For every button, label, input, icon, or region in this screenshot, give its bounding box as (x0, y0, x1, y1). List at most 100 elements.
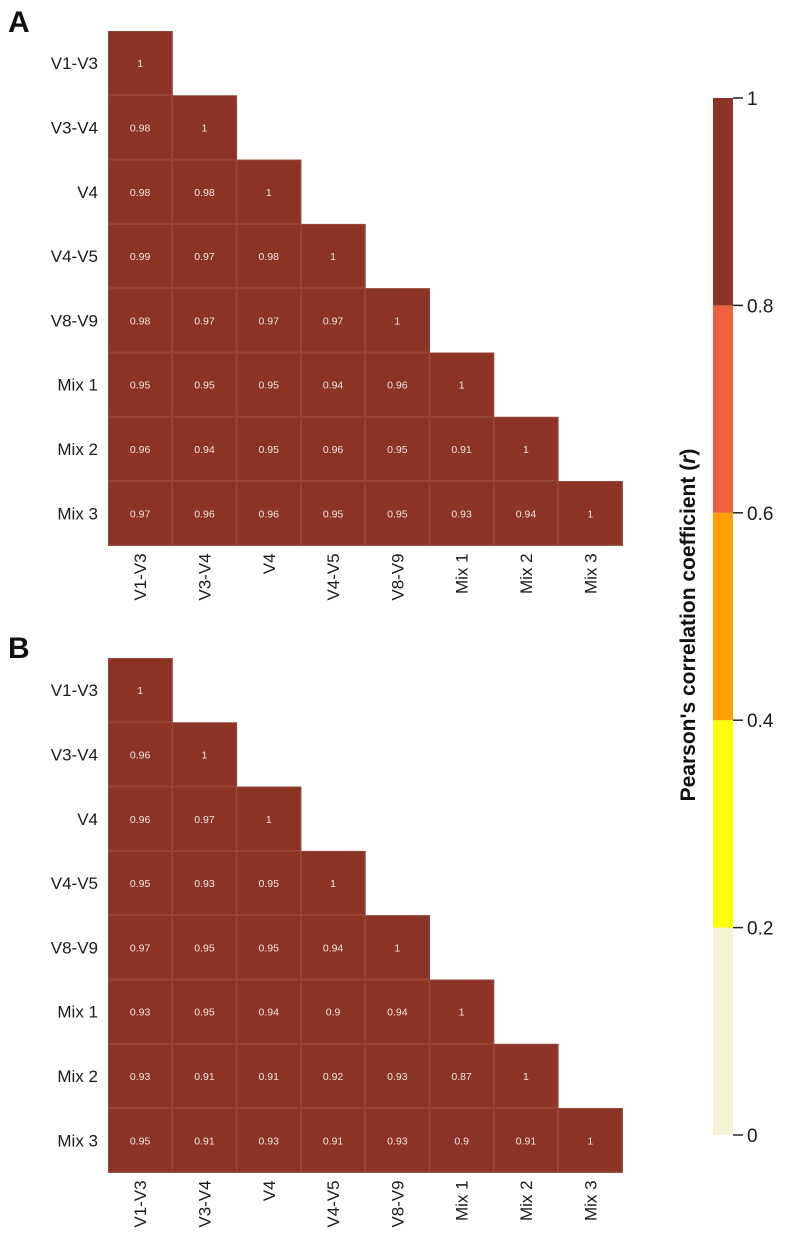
cell-border (236, 915, 301, 980)
heatmap-cell (172, 159, 238, 225)
cell-value: 0.95 (130, 1135, 151, 1147)
cell-border (236, 851, 301, 916)
cell-border (493, 1108, 558, 1173)
cell-value: 0.96 (194, 508, 215, 520)
heatmap-a: V1-V3 V3-V4 V4 V4-V5 V8-V9 Mix 1 Mix 2 Mix 3 1 0.… (51, 31, 623, 601)
cell-value: 1 (394, 942, 400, 954)
cell-border (236, 1043, 301, 1109)
colorbar-tick-label: 1 (747, 89, 758, 110)
colorbar-tick-label: 0.6 (747, 504, 773, 525)
cell-value: 1 (266, 814, 272, 826)
heatmap-cell (493, 416, 559, 482)
heatmap-cell (108, 288, 173, 353)
row-label: V4 (77, 810, 98, 829)
heatmap-cell (429, 1108, 495, 1173)
cell-border (365, 1043, 430, 1109)
cell-value: 0.93 (387, 1135, 408, 1147)
cell-border (108, 979, 173, 1044)
cell-border (108, 722, 173, 787)
cell-border (429, 481, 494, 546)
cell-border (365, 352, 430, 417)
cell-border (300, 416, 366, 481)
cell-value: 1 (137, 685, 143, 697)
cell-value: 0.97 (194, 814, 215, 826)
cell-border (365, 481, 430, 546)
cell-value: 1 (202, 749, 208, 761)
cell-value: 0.95 (130, 380, 151, 392)
cell-value: 1 (587, 1135, 593, 1147)
heatmap-cell (172, 288, 238, 353)
cell-border (172, 1108, 237, 1173)
cell-border (300, 979, 366, 1044)
cell-value: 1 (459, 380, 465, 392)
column-label: V8-V9 (388, 1180, 407, 1227)
row-label: Mix 3 (57, 504, 98, 523)
heatmap-cell (172, 95, 238, 161)
cell-value: 0.98 (259, 251, 280, 263)
heatmap-cell (300, 481, 366, 546)
column-label: V4-V5 (324, 1180, 343, 1227)
cell-value: 1 (587, 508, 593, 520)
row-label: V3-V4 (51, 118, 98, 137)
column-label: V3-V4 (195, 1180, 214, 1227)
heatmap-cell (236, 481, 302, 546)
heatmap-cell (108, 416, 173, 482)
heatmap-cell (172, 786, 238, 852)
colorbar-tick-label: 0.8 (747, 296, 773, 317)
heatmap-b: V1-V3 V3-V4 V4 V4-V5 V8-V9 Mix 1 Mix 2 Mix 3 1 0.… (51, 658, 623, 1228)
heatmap-cell (172, 1108, 238, 1173)
cell-value: 0.95 (194, 1007, 215, 1019)
heatmap-cell (236, 223, 302, 289)
cell-border (558, 1108, 623, 1173)
heatmap-cell (300, 915, 366, 980)
heatmap-cell (108, 223, 173, 289)
cell-border (108, 159, 173, 224)
cell-value: 1 (330, 251, 336, 263)
heatmap-cell (236, 786, 302, 852)
heatmap-cell (108, 915, 173, 980)
cell-border (236, 159, 301, 224)
colorbar-title-main: Pearson's correlation coefficient ( (677, 464, 700, 802)
cell-value: 0.91 (323, 1135, 344, 1147)
row-label: V8-V9 (51, 938, 98, 957)
colorbar-band (713, 512, 733, 721)
cell-value: 0.9 (326, 1007, 341, 1019)
cell-value: 0.94 (323, 380, 344, 392)
cell-border (108, 352, 173, 417)
cell-value: 0.98 (130, 187, 151, 199)
cell-value: 0.87 (451, 1071, 472, 1083)
heatmap-cell (108, 159, 173, 225)
cell-value: 0.93 (194, 878, 215, 890)
heatmap-cell (300, 288, 366, 353)
cell-value: 0.94 (323, 942, 344, 954)
heatmap-cell (429, 1043, 495, 1109)
heatmap-cell (236, 850, 302, 916)
cell-border (493, 481, 558, 546)
heatmap-cell (493, 481, 559, 546)
cell-value: 0.95 (259, 878, 280, 890)
cell-value: 1 (137, 58, 143, 70)
cell-border (236, 979, 301, 1044)
cell-value: 0.98 (130, 122, 151, 134)
cell-border (236, 352, 301, 417)
heatmap-cell (300, 850, 366, 916)
cell-border (172, 95, 237, 160)
cell-value: 0.97 (259, 315, 280, 327)
heatmap-cell (108, 95, 173, 161)
cell-value: 0.94 (194, 444, 215, 456)
cell-value: 0.96 (387, 380, 408, 392)
heatmap-cell (236, 288, 302, 353)
colorbar-title-end: ) (677, 449, 700, 456)
cell-value: 1 (330, 878, 336, 890)
column-label: V4-V5 (324, 553, 343, 600)
row-label: Mix 3 (57, 1131, 98, 1150)
heatmap-cell (108, 31, 173, 96)
cell-border (429, 979, 494, 1044)
heatmap-cell (108, 722, 173, 788)
column-label: V4 (260, 1180, 279, 1201)
cell-value: 0.95 (259, 380, 280, 392)
column-label: Mix 3 (581, 1180, 600, 1221)
cell-value: 0.97 (194, 315, 215, 327)
heatmap-cell (236, 1043, 302, 1109)
heatmap-cell (300, 1043, 366, 1109)
